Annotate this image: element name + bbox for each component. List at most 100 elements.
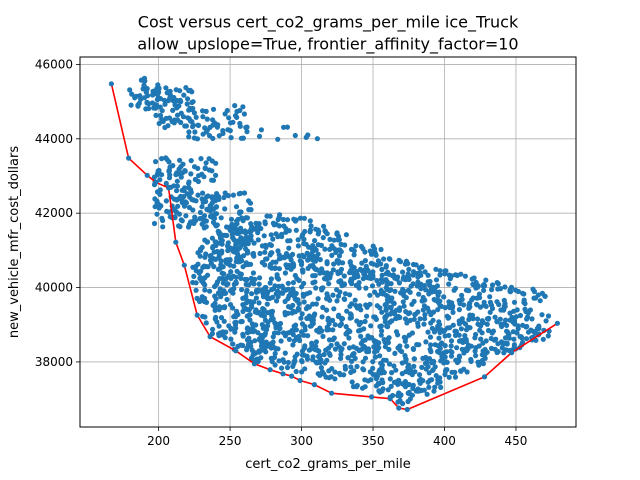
scatter-point	[537, 298, 543, 304]
scatter-point	[162, 124, 168, 131]
frontier-point	[267, 367, 273, 373]
scatter-point	[481, 282, 487, 288]
scatter-point	[487, 299, 493, 305]
scatter-point	[224, 224, 230, 230]
scatter-point	[224, 232, 230, 239]
scatter-point	[197, 246, 204, 252]
scatter-point	[488, 335, 494, 342]
scatter-point	[218, 315, 225, 321]
scatter-point	[386, 335, 392, 341]
scatter-point	[226, 115, 232, 121]
scatter-point	[244, 215, 250, 221]
scatter-point	[275, 216, 281, 223]
scatter-point	[462, 333, 468, 339]
scatter-point	[201, 263, 207, 269]
scatter-point	[293, 368, 299, 375]
scatter-point	[478, 336, 484, 342]
scatter-point	[205, 206, 211, 212]
scatter-point	[350, 384, 357, 390]
scatter-point	[204, 127, 210, 133]
scatter-point	[425, 329, 431, 335]
scatter-point	[243, 293, 249, 300]
scatter-point	[396, 280, 402, 286]
scatter-point	[324, 259, 330, 265]
scatter-point	[310, 262, 316, 268]
y-tick-label: 44000	[35, 132, 73, 146]
scatter-point	[157, 112, 164, 119]
scatter-point	[410, 385, 416, 391]
scatter-point	[415, 279, 421, 285]
scatter-point	[303, 306, 309, 312]
scatter-point	[473, 301, 480, 307]
scatter-point	[231, 263, 237, 269]
scatter-point	[230, 290, 236, 296]
scatter-point	[262, 332, 268, 338]
scatter-point	[167, 172, 173, 178]
scatter-point	[200, 190, 206, 196]
scatter-point	[312, 245, 318, 251]
scatter-point	[230, 273, 236, 279]
scatter-point	[256, 287, 262, 293]
scatter-point	[311, 313, 317, 319]
scatter-point	[312, 279, 318, 285]
scatter-point	[358, 333, 364, 339]
scatter-point	[238, 271, 244, 277]
scatter-point	[317, 353, 323, 359]
scatter-point	[416, 291, 422, 297]
scatter-point	[283, 229, 289, 235]
scatter-point	[178, 217, 184, 223]
scatter-point	[524, 316, 530, 322]
scatter-point	[409, 301, 415, 307]
scatter-point	[213, 172, 219, 178]
scatter-point	[358, 340, 364, 347]
scatter-point	[227, 128, 233, 134]
scatter-point	[275, 275, 281, 281]
scatter-point	[222, 206, 228, 212]
scatter-point	[426, 384, 432, 390]
scatter-point	[205, 193, 211, 199]
scatter-point	[471, 275, 477, 281]
scatter-point	[533, 330, 539, 336]
scatter-point	[372, 354, 378, 360]
scatter-point	[218, 235, 224, 241]
scatter-point	[388, 383, 394, 389]
scatter-point	[389, 272, 395, 279]
scatter-point	[221, 194, 227, 201]
scatter-point	[381, 369, 387, 376]
scatter-point	[481, 299, 487, 305]
scatter-point	[183, 85, 189, 91]
scatter-point	[211, 264, 217, 270]
scatter-point	[376, 281, 382, 287]
scatter-point	[437, 302, 443, 309]
scatter-point	[285, 280, 291, 286]
scatter-point	[354, 363, 360, 370]
frontier-point	[108, 81, 114, 87]
scatter-point	[389, 309, 395, 315]
scatter-point	[368, 323, 374, 329]
scatter-point	[159, 108, 165, 114]
scatter-point	[250, 352, 256, 358]
scatter-point	[185, 96, 191, 102]
scatter-point	[293, 217, 299, 223]
scatter-point	[226, 273, 232, 279]
scatter-point	[201, 174, 207, 180]
scatter-point	[456, 307, 462, 313]
scatter-point	[446, 374, 452, 380]
scatter-point	[442, 343, 448, 349]
scatter-point	[430, 284, 436, 290]
scatter-point	[350, 344, 356, 350]
scatter-point	[160, 118, 166, 125]
scatter-point	[347, 315, 353, 321]
scatter-point	[448, 273, 455, 279]
scatter-point	[213, 242, 219, 249]
scatter-point	[269, 250, 275, 256]
scatter-point	[473, 284, 479, 290]
scatter-point	[302, 343, 308, 349]
scatter-point	[489, 287, 495, 293]
scatter-point	[257, 250, 263, 257]
scatter-point	[284, 217, 291, 223]
scatter-point	[314, 347, 320, 353]
scatter-point	[433, 277, 440, 283]
scatter-point	[144, 86, 150, 92]
scatter-point	[169, 118, 175, 125]
